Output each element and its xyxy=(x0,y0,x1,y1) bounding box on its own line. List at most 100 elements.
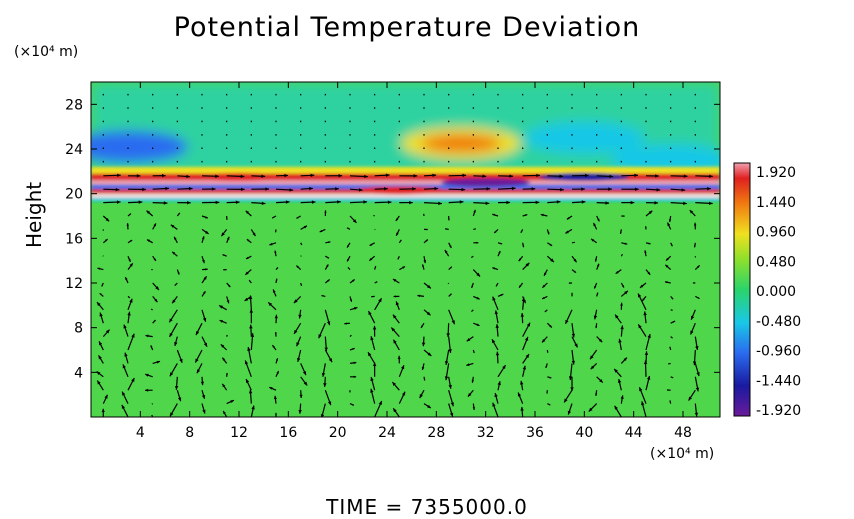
wind-vector xyxy=(300,173,315,178)
wind-vector xyxy=(495,282,499,287)
wind-vector xyxy=(448,403,454,417)
wind-vector xyxy=(171,251,178,257)
wind-vector xyxy=(644,351,649,364)
wind-vector xyxy=(694,336,699,351)
wind-vector xyxy=(127,174,141,178)
wind-vector xyxy=(168,309,178,323)
wind-vector xyxy=(150,345,154,351)
wind-vector xyxy=(176,349,183,363)
wind-vector xyxy=(201,336,208,347)
wind-vector xyxy=(546,255,555,263)
x-unit-label: (×10⁴ m) xyxy=(650,446,715,462)
wind-vector xyxy=(695,416,696,417)
wind-vector xyxy=(98,355,104,364)
wind-vector xyxy=(124,276,129,284)
wind-vector xyxy=(522,242,525,248)
wind-vector xyxy=(641,401,647,417)
wind-vector xyxy=(145,388,153,392)
wind-vector xyxy=(518,282,524,289)
wind-vector xyxy=(103,187,120,192)
wind-vector xyxy=(522,296,527,304)
wind-vector xyxy=(248,279,252,284)
wind-vector xyxy=(423,173,437,178)
colorbar-label: 1.440 xyxy=(756,195,796,211)
wind-vector xyxy=(349,334,352,338)
wind-vector xyxy=(448,293,452,297)
wind-vector xyxy=(547,376,552,379)
wind-vector xyxy=(473,187,491,191)
wind-vector xyxy=(295,336,302,347)
wind-vector xyxy=(152,223,157,230)
wind-vector xyxy=(472,209,476,217)
wind-vector xyxy=(522,173,540,178)
wind-vector xyxy=(471,376,474,383)
wind-vector xyxy=(273,395,277,404)
colorbar-label: -1.920 xyxy=(756,403,801,419)
x-tick-label: 28 xyxy=(427,425,445,441)
wind-vector xyxy=(571,323,576,338)
wind-vector xyxy=(121,391,129,404)
wind-vector xyxy=(300,376,308,386)
wind-vector xyxy=(492,267,499,271)
wind-vector xyxy=(444,249,450,257)
wind-vector xyxy=(244,295,252,302)
wind-vector xyxy=(349,188,363,192)
wind-vector xyxy=(152,360,161,364)
wind-vector xyxy=(226,372,228,377)
wind-vector xyxy=(144,373,153,378)
wind-vector xyxy=(324,309,331,326)
wind-vector xyxy=(522,200,540,205)
wind-vector xyxy=(669,346,672,351)
warm-core xyxy=(421,134,501,153)
wind-vector xyxy=(444,228,449,230)
wind-vector xyxy=(152,282,160,291)
wind-vector xyxy=(96,301,104,311)
wind-vector xyxy=(399,174,418,178)
wind-vector xyxy=(494,392,499,404)
wind-vector xyxy=(177,200,191,205)
wind-vector xyxy=(519,380,524,391)
wind-vector xyxy=(645,375,651,391)
wind-vector xyxy=(399,200,413,205)
x-tick-label: 44 xyxy=(625,425,643,441)
wind-vector xyxy=(293,295,302,304)
wind-vector xyxy=(146,210,154,217)
wind-vector xyxy=(349,347,355,351)
wind-vector xyxy=(398,391,406,404)
wind-vector xyxy=(520,312,525,324)
wind-vector xyxy=(222,410,228,417)
wind-vector xyxy=(423,186,439,191)
wind-vector xyxy=(349,375,357,379)
wind-vector xyxy=(590,362,598,370)
wind-vector xyxy=(544,309,548,313)
wind-vector xyxy=(563,389,573,403)
wind-vector xyxy=(244,269,252,276)
wind-vector xyxy=(247,346,252,364)
wind-vector xyxy=(220,343,228,351)
wind-vector xyxy=(423,376,426,381)
wind-vector xyxy=(492,213,499,217)
wind-vector xyxy=(201,236,205,243)
wind-vector xyxy=(274,250,277,257)
wind-vector xyxy=(324,279,331,284)
wind-vector xyxy=(546,390,548,394)
wind-vector xyxy=(127,187,146,192)
wind-vector xyxy=(201,390,206,399)
wind-vector xyxy=(103,200,121,204)
wind-vector xyxy=(374,281,378,284)
wind-vector xyxy=(201,290,206,297)
wind-vector xyxy=(621,173,638,178)
wind-vector xyxy=(271,215,277,219)
wind-vector xyxy=(693,242,696,248)
wind-vector xyxy=(298,403,302,414)
wind-vector xyxy=(473,295,480,300)
wind-vector xyxy=(392,278,400,284)
wind-vector xyxy=(596,416,597,417)
wind-vector xyxy=(347,266,351,271)
wind-vector xyxy=(349,279,356,284)
wind-vector xyxy=(150,308,153,311)
wind-vector xyxy=(593,309,598,320)
wind-vector xyxy=(300,200,316,204)
wind-vector xyxy=(171,296,178,304)
wind-vector xyxy=(645,226,647,230)
